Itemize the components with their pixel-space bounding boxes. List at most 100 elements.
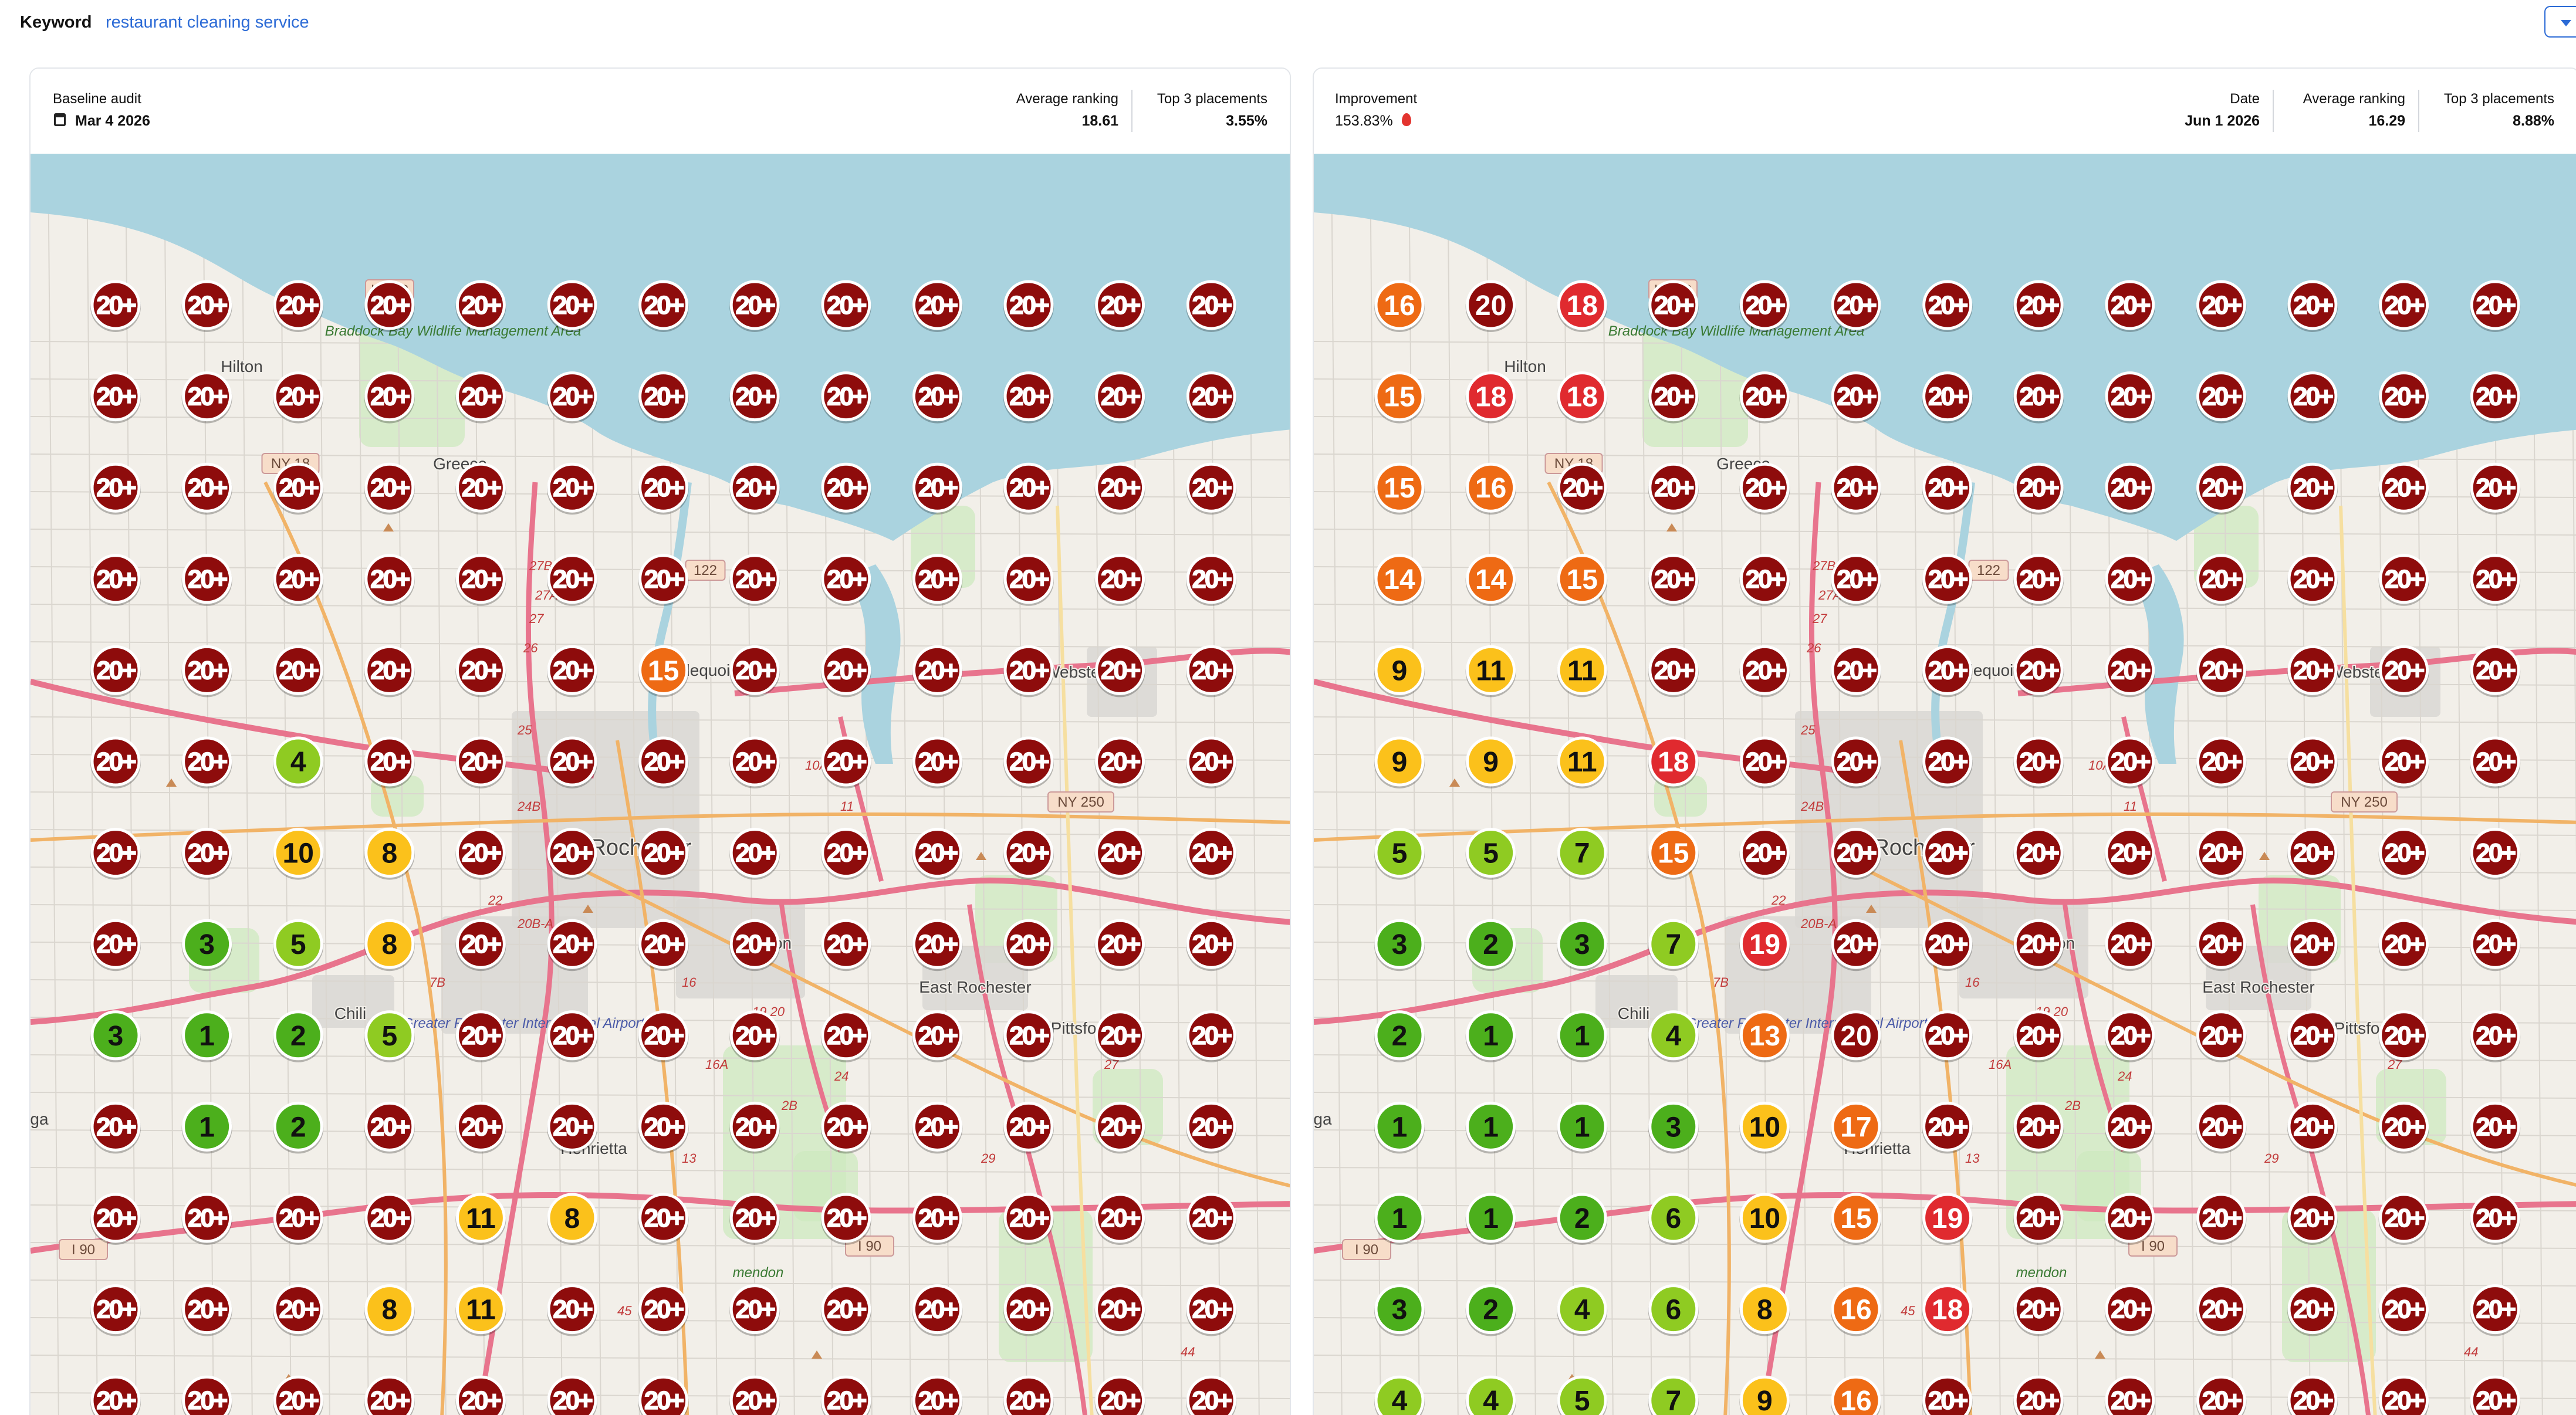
rank-marker[interactable]: 20+ bbox=[2470, 1375, 2521, 1415]
rank-marker[interactable]: 18 bbox=[1648, 736, 1699, 788]
rank-marker[interactable]: 19 bbox=[1922, 1193, 1973, 1245]
rank-marker[interactable]: 20+ bbox=[364, 1375, 415, 1415]
rank-marker[interactable]: 9 bbox=[1374, 645, 1425, 698]
rank-marker[interactable]: 20+ bbox=[547, 828, 597, 880]
rank-marker[interactable]: 20+ bbox=[1003, 554, 1054, 606]
rank-marker[interactable]: 20+ bbox=[2196, 828, 2247, 880]
rank-marker[interactable]: 15 bbox=[1374, 371, 1425, 424]
rank-marker[interactable]: 20+ bbox=[181, 371, 232, 424]
rank-marker[interactable]: 15 bbox=[1648, 828, 1699, 880]
rank-marker[interactable]: 1 bbox=[1465, 1193, 1516, 1245]
rank-marker[interactable]: 20+ bbox=[1922, 1010, 1973, 1062]
rank-marker[interactable]: 20+ bbox=[2013, 1193, 2064, 1245]
rank-marker[interactable]: 20+ bbox=[1094, 828, 1145, 880]
rank-marker[interactable]: 20+ bbox=[1831, 280, 1881, 332]
rank-marker[interactable]: 18 bbox=[1922, 1284, 1973, 1336]
rank-marker[interactable]: 20+ bbox=[1094, 462, 1145, 515]
rank-marker[interactable]: 20+ bbox=[2013, 1375, 2064, 1415]
rank-marker[interactable]: 20+ bbox=[2287, 1193, 2338, 1245]
rank-marker[interactable]: 16 bbox=[1465, 462, 1516, 515]
rank-marker[interactable]: 20+ bbox=[2104, 736, 2155, 788]
rank-marker[interactable]: 20+ bbox=[90, 280, 141, 332]
rank-marker[interactable]: 20+ bbox=[455, 1101, 506, 1154]
rank-marker[interactable]: 20+ bbox=[1739, 645, 1790, 698]
rank-marker[interactable]: 20+ bbox=[729, 1010, 780, 1062]
rank-marker[interactable]: 20+ bbox=[1003, 1010, 1054, 1062]
rank-marker[interactable]: 20+ bbox=[2287, 1375, 2338, 1415]
rank-marker[interactable]: 20+ bbox=[455, 736, 506, 788]
rank-marker[interactable]: 18 bbox=[1465, 371, 1516, 424]
rank-marker[interactable]: 9 bbox=[1739, 1375, 1790, 1415]
baseline-map-canvas[interactable]: LOSPHiltonNY 18Greece122IrondequoitWebst… bbox=[31, 154, 1290, 1415]
rank-marker[interactable]: 20+ bbox=[181, 1284, 232, 1336]
rank-marker[interactable]: 20+ bbox=[2287, 1010, 2338, 1062]
rank-marker[interactable]: 4 bbox=[1648, 1010, 1699, 1062]
rank-marker[interactable]: 20+ bbox=[1186, 280, 1237, 332]
rank-marker[interactable]: 20+ bbox=[1186, 1375, 1237, 1415]
rank-marker[interactable]: 20+ bbox=[2287, 280, 2338, 332]
rank-marker[interactable]: 4 bbox=[1374, 1375, 1425, 1415]
rank-marker[interactable]: 20+ bbox=[364, 1193, 415, 1245]
rank-marker[interactable]: 20+ bbox=[1094, 371, 1145, 424]
rank-marker[interactable]: 20+ bbox=[1831, 736, 1881, 788]
rank-marker[interactable]: 20+ bbox=[1922, 462, 1973, 515]
rank-marker[interactable]: 1 bbox=[181, 1101, 232, 1154]
rank-marker[interactable]: 20+ bbox=[2196, 736, 2247, 788]
rank-marker[interactable]: 20+ bbox=[1003, 371, 1054, 424]
rank-marker[interactable]: 20+ bbox=[729, 1375, 780, 1415]
rank-marker[interactable]: 20+ bbox=[2287, 371, 2338, 424]
rank-marker[interactable]: 20+ bbox=[2470, 462, 2521, 515]
rank-marker[interactable]: 20+ bbox=[1739, 280, 1790, 332]
rank-marker[interactable]: 20+ bbox=[273, 554, 324, 606]
rank-marker[interactable]: 20+ bbox=[1739, 736, 1790, 788]
rank-marker[interactable]: 20+ bbox=[2378, 736, 2429, 788]
rank-marker[interactable]: 14 bbox=[1374, 554, 1425, 606]
rank-marker[interactable]: 2 bbox=[273, 1101, 324, 1154]
rank-marker[interactable]: 20+ bbox=[1922, 645, 1973, 698]
rank-marker[interactable]: 20+ bbox=[2104, 828, 2155, 880]
rank-marker[interactable]: 20+ bbox=[2470, 1101, 2521, 1154]
rank-marker[interactable]: 20+ bbox=[1003, 828, 1054, 880]
rank-marker[interactable]: 20+ bbox=[1094, 1375, 1145, 1415]
rank-marker[interactable]: 7 bbox=[1648, 919, 1699, 971]
rank-marker[interactable]: 20+ bbox=[2378, 462, 2429, 515]
rank-marker[interactable]: 20+ bbox=[1831, 462, 1881, 515]
rank-marker[interactable]: 8 bbox=[547, 1193, 597, 1245]
rank-marker[interactable]: 20+ bbox=[181, 1193, 232, 1245]
rank-marker[interactable]: 20+ bbox=[181, 736, 232, 788]
rank-marker[interactable]: 20+ bbox=[364, 280, 415, 332]
rank-marker[interactable]: 20+ bbox=[912, 736, 963, 788]
rank-marker[interactable]: 18 bbox=[1557, 280, 1608, 332]
rank-marker[interactable]: 20+ bbox=[1922, 919, 1973, 971]
rank-marker[interactable]: 20+ bbox=[820, 1284, 871, 1336]
rank-marker[interactable]: 20+ bbox=[820, 371, 871, 424]
rank-marker[interactable]: 20+ bbox=[820, 919, 871, 971]
rank-marker[interactable]: 20+ bbox=[2104, 371, 2155, 424]
rank-marker[interactable]: 20+ bbox=[181, 462, 232, 515]
rank-marker[interactable]: 11 bbox=[1465, 645, 1516, 698]
rank-marker[interactable]: 20+ bbox=[1003, 919, 1054, 971]
rank-marker[interactable]: 20+ bbox=[1186, 371, 1237, 424]
rank-marker[interactable]: 20+ bbox=[1831, 828, 1881, 880]
rank-marker[interactable]: 20+ bbox=[1186, 828, 1237, 880]
rank-marker[interactable]: 1 bbox=[181, 1010, 232, 1062]
rank-marker[interactable]: 20+ bbox=[2287, 1101, 2338, 1154]
rank-marker[interactable]: 1 bbox=[1374, 1193, 1425, 1245]
rank-marker[interactable]: 20+ bbox=[820, 1193, 871, 1245]
rank-marker[interactable]: 20+ bbox=[1739, 554, 1790, 606]
rank-marker[interactable]: 20+ bbox=[1831, 919, 1881, 971]
rank-marker[interactable]: 20+ bbox=[1094, 1101, 1145, 1154]
rank-marker[interactable]: 20+ bbox=[638, 736, 689, 788]
rank-marker[interactable]: 20+ bbox=[912, 1010, 963, 1062]
rank-marker[interactable]: 2 bbox=[1465, 1284, 1516, 1336]
rank-marker[interactable]: 20+ bbox=[90, 1375, 141, 1415]
rank-marker[interactable]: 20+ bbox=[2470, 554, 2521, 606]
rank-marker[interactable]: 20+ bbox=[90, 371, 141, 424]
rank-marker[interactable]: 20+ bbox=[1922, 371, 1973, 424]
rank-marker[interactable]: 20+ bbox=[2470, 371, 2521, 424]
rank-marker[interactable]: 20+ bbox=[1648, 280, 1699, 332]
rank-marker[interactable]: 20+ bbox=[912, 1375, 963, 1415]
rank-marker[interactable]: 20+ bbox=[1003, 1101, 1054, 1154]
rank-marker[interactable]: 20+ bbox=[729, 280, 780, 332]
rank-marker[interactable]: 20+ bbox=[820, 462, 871, 515]
